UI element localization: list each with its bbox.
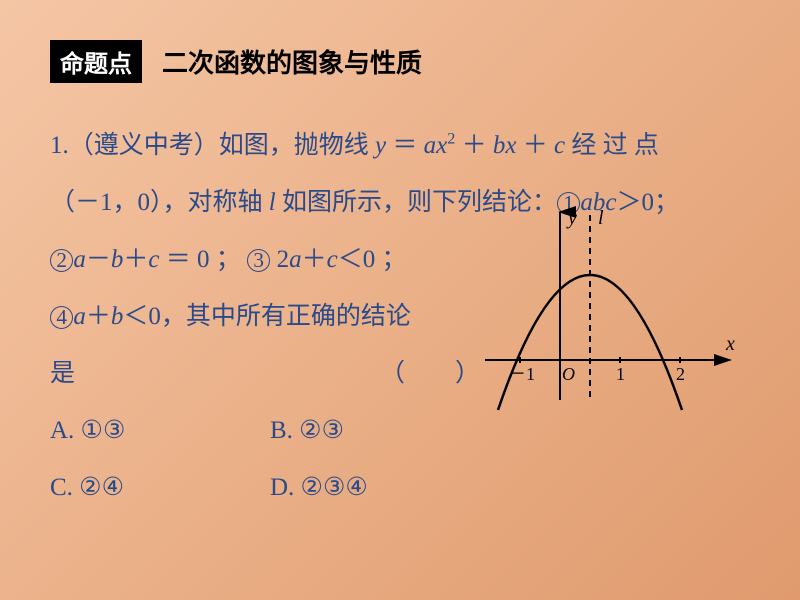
var-x: x bbox=[436, 132, 447, 159]
eq: ＝ bbox=[386, 132, 424, 159]
option-c: C. ②④ bbox=[50, 460, 270, 515]
options-row-2: C. ②④ D. ②③④ bbox=[50, 460, 750, 515]
var-c: c bbox=[148, 246, 159, 273]
problem-line-4: 4a＋b＜0，其中所有正确的结论 bbox=[50, 289, 480, 344]
circled-2: 2 bbox=[50, 249, 73, 272]
problem-source: （遵义中考） bbox=[69, 132, 219, 159]
two: 2 bbox=[270, 246, 289, 273]
var-b: b bbox=[111, 246, 124, 273]
var-y: y bbox=[375, 132, 386, 159]
label-x: x bbox=[725, 333, 735, 355]
option-d: D. ②③④ bbox=[270, 460, 490, 515]
header: 命题点 二次函数的图象与性质 bbox=[50, 40, 750, 83]
circled-4: 4 bbox=[50, 306, 73, 329]
point-text: （－1，0），对称轴 bbox=[50, 189, 269, 216]
var-a: a bbox=[73, 303, 86, 330]
problem-line-5: 是 （ ） bbox=[50, 346, 480, 401]
var-b: b bbox=[493, 132, 506, 159]
problem-number: 1. bbox=[50, 132, 69, 159]
option-b: B. ②③ bbox=[270, 403, 490, 458]
option-a: A. ①③ bbox=[50, 403, 270, 458]
parabola-graph: y l x O －1 1 2 bbox=[480, 200, 740, 420]
is-text: 是 bbox=[50, 346, 75, 401]
lt0-rest: ＜0，其中所有正确的结论 bbox=[123, 303, 411, 330]
var-a: a bbox=[289, 246, 302, 273]
var-l: l bbox=[269, 189, 276, 216]
label-l: l bbox=[598, 207, 604, 229]
tick-2: 2 bbox=[676, 364, 685, 384]
problem-line-1: 1.（遵义中考）如图，抛物线 y ＝ ax2 ＋ bx ＋ c 经 过 点 bbox=[50, 118, 750, 173]
eq0: ＝ 0 ； bbox=[160, 246, 248, 273]
var-c: c bbox=[554, 132, 565, 159]
text: 如图，抛物线 bbox=[219, 132, 375, 159]
var-c: c bbox=[327, 246, 338, 273]
var-x: x bbox=[505, 132, 516, 159]
topic-title: 二次函数的图象与性质 bbox=[162, 43, 422, 80]
label-O: O bbox=[562, 364, 575, 384]
minus: － bbox=[86, 246, 111, 273]
var-b: b bbox=[111, 303, 124, 330]
text: 经 过 点 bbox=[565, 132, 659, 159]
var-a: a bbox=[73, 246, 86, 273]
answer-paren: （ ） bbox=[380, 346, 480, 401]
plus: ＋ bbox=[517, 132, 555, 159]
plus: ＋ bbox=[455, 132, 493, 159]
circled-3: 3 bbox=[247, 249, 270, 272]
topic-badge: 命题点 bbox=[50, 40, 142, 83]
lt0: ＜0 ； bbox=[338, 246, 407, 273]
plus: ＋ bbox=[302, 246, 327, 273]
var-a: a bbox=[424, 132, 437, 159]
tick-1: 1 bbox=[616, 364, 625, 384]
plus: ＋ bbox=[123, 246, 148, 273]
label-y: y bbox=[566, 207, 577, 229]
plus: ＋ bbox=[86, 303, 111, 330]
tick-minus-1: －1 bbox=[508, 364, 535, 384]
problem-line-3: 2a－b＋c ＝ 0 ； 3 2a＋c＜0 ； bbox=[50, 232, 480, 287]
